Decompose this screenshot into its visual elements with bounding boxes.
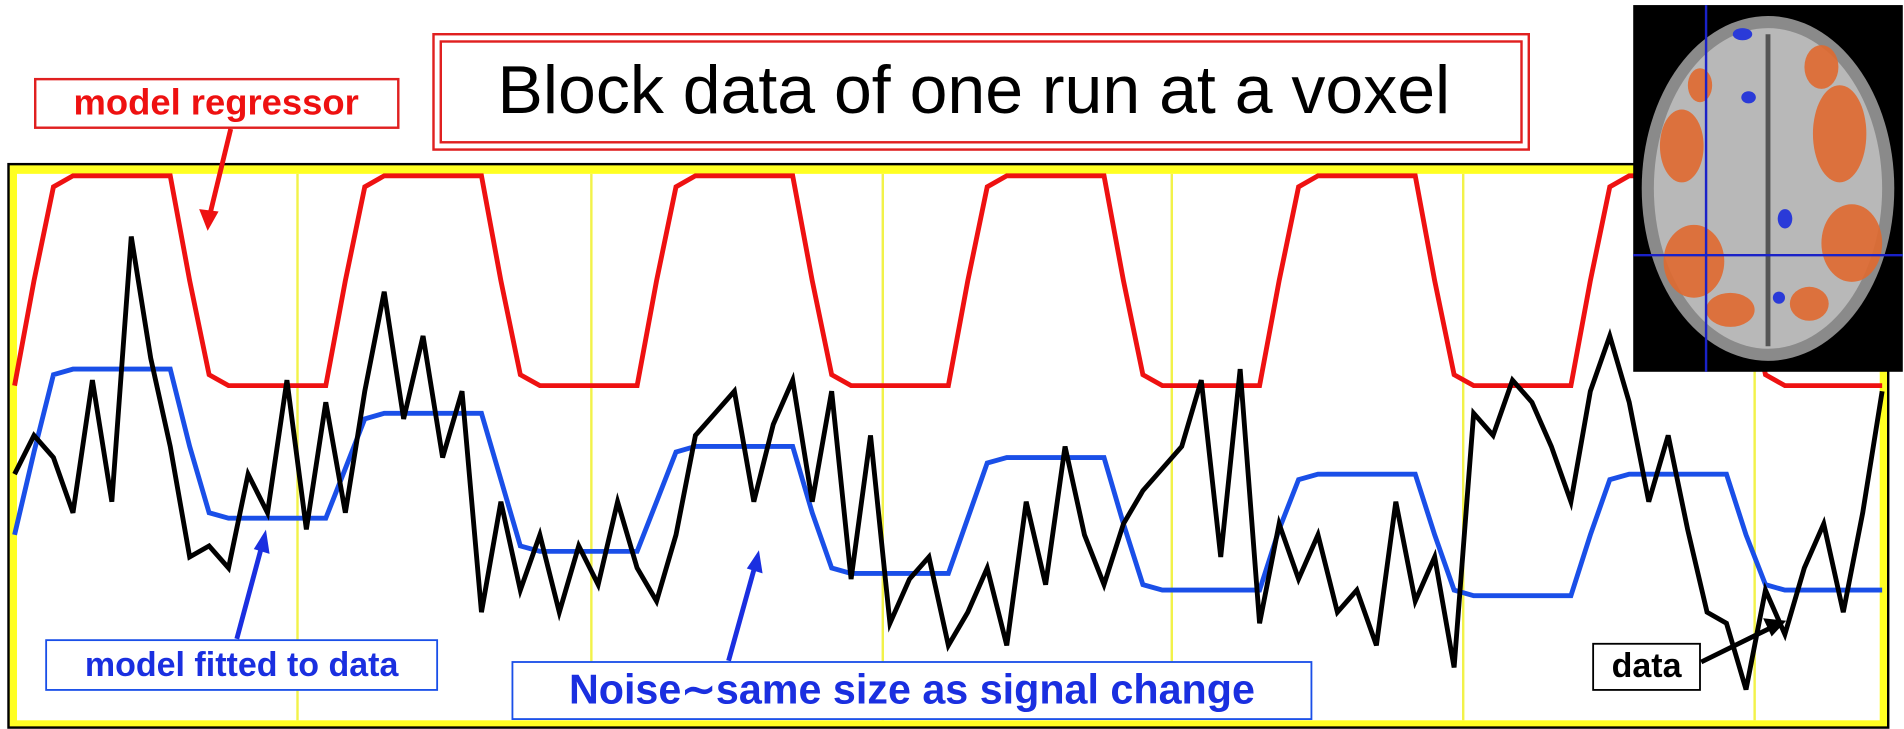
arrow-head [199, 209, 219, 231]
annotation-box [511, 661, 1313, 720]
title-box-inner [439, 40, 1523, 144]
arrow [726, 564, 758, 662]
brain-image [1633, 5, 1903, 372]
annotation-data: data [1612, 647, 1683, 685]
arrow-head [1763, 618, 1787, 637]
annotation-noise: Noise∼same size as signal change [569, 666, 1255, 712]
chart-title: Block data of one run at a voxel [498, 52, 1451, 128]
deactivation-blobs [1732, 28, 1793, 304]
annotation-regressor: model regressor [73, 81, 358, 122]
block-dividers [296, 173, 1756, 721]
arrow-head [746, 550, 763, 574]
arrow-head [253, 529, 270, 554]
annotation-box [1592, 642, 1701, 691]
series-layer [12, 173, 1885, 691]
arrow [206, 128, 234, 220]
arrow [1700, 624, 1774, 665]
annotation-fitted: model fitted to data [85, 646, 400, 684]
plot-area [17, 173, 1880, 721]
annotation-box [33, 77, 400, 129]
arrow [234, 543, 265, 640]
annotation-box [45, 639, 439, 691]
series-line [12, 236, 1885, 691]
series-line [12, 366, 1883, 599]
series-line [12, 173, 1883, 389]
title-box-outer [432, 33, 1530, 151]
